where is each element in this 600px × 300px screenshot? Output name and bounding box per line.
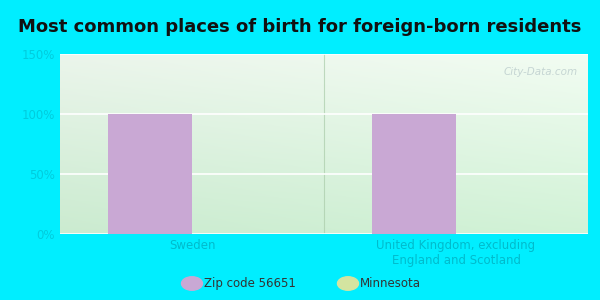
Bar: [107, 114, 192, 234]
Text: City-Data.com: City-Data.com: [503, 67, 577, 76]
Text: Most common places of birth for foreign-born residents: Most common places of birth for foreign-…: [19, 18, 581, 36]
Bar: [371, 114, 456, 234]
Text: Zip code 56651: Zip code 56651: [204, 277, 296, 290]
Text: Minnesota: Minnesota: [360, 277, 421, 290]
